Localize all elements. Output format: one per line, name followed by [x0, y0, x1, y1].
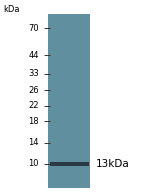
- Bar: [50, 162, 88, 166]
- Text: 26: 26: [28, 86, 39, 95]
- Text: 33: 33: [28, 69, 39, 78]
- Text: 70: 70: [28, 24, 39, 33]
- Text: 18: 18: [28, 117, 39, 126]
- Text: 14: 14: [28, 138, 39, 147]
- Text: kDa: kDa: [3, 5, 20, 14]
- Text: 10: 10: [28, 159, 39, 168]
- Text: 44: 44: [28, 51, 39, 60]
- Text: 13kDa: 13kDa: [96, 159, 130, 169]
- Bar: [48, 14, 90, 188]
- Text: 22: 22: [28, 101, 39, 110]
